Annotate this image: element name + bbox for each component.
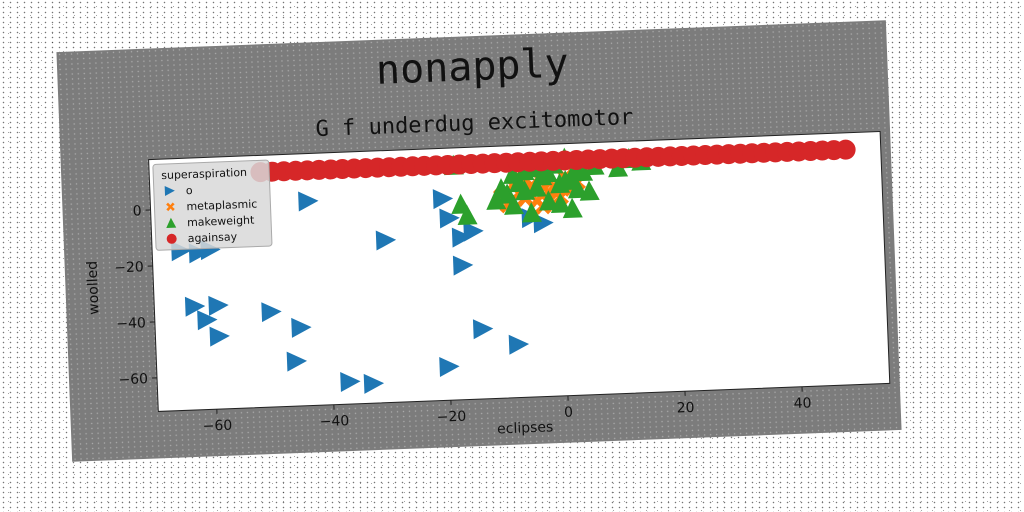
data-point [439, 357, 460, 377]
data-point [463, 221, 484, 242]
data-point [209, 326, 230, 347]
data-point [291, 317, 312, 338]
y-tick-label: −60 [118, 371, 148, 388]
data-point [521, 202, 542, 223]
data-point [439, 208, 460, 229]
legend: superaspiration ometaplasmicmakeweightag… [152, 159, 273, 251]
legend-marker [166, 202, 175, 212]
data-point [340, 372, 361, 393]
chart-subtitle: G f underdug excitomotor [315, 105, 634, 142]
data-point [550, 192, 571, 214]
data-point [835, 139, 856, 160]
data-point [538, 162, 558, 183]
x-axis-label: eclipses [497, 419, 554, 437]
data-point [508, 334, 530, 355]
x-tick-label: 40 [793, 395, 811, 412]
x-axis: −60 −40 −20 0 20 40 [202, 386, 812, 435]
x-tick-label: −40 [319, 413, 349, 430]
legend-label: o [186, 184, 193, 197]
data-point [298, 191, 319, 212]
y-tick-label: −20 [114, 259, 144, 276]
data-point [579, 180, 600, 201]
chart-figure: nonapply G f underdug excitomotor −60 −40… [56, 20, 902, 462]
data-point [561, 167, 582, 188]
data-point [539, 190, 560, 211]
x-tick-label: 0 [564, 405, 574, 421]
data-point [486, 189, 507, 210]
x-tick-label: 20 [676, 400, 694, 417]
data-point [608, 156, 629, 178]
legend-box [152, 159, 273, 251]
data-point [526, 176, 547, 198]
x-tick-label: −60 [202, 418, 232, 435]
legend-label: metaplasmic [186, 197, 257, 213]
scatter-chart: nonapply G f underdug excitomotor −60 −40… [84, 40, 891, 437]
x-tick-label: −20 [436, 409, 466, 426]
legend-label: makeweight [187, 214, 255, 230]
data-point [363, 373, 385, 394]
legend-label: againsay [187, 230, 237, 245]
data-point [286, 351, 308, 372]
data-point [208, 295, 229, 316]
data-point [502, 163, 523, 185]
data-point [452, 255, 474, 276]
data-point [197, 310, 218, 331]
data-point [457, 204, 478, 226]
data-point [472, 319, 494, 340]
legend-marker [166, 217, 177, 228]
data-point [562, 197, 583, 219]
y-tick-label: 0 [132, 203, 142, 219]
data-point [567, 177, 588, 199]
data-points [171, 139, 856, 394]
plot-area [148, 131, 891, 412]
legend-title: superaspiration [161, 166, 247, 182]
y-axis: −60 −40 −20 0 [114, 203, 158, 388]
data-point [375, 230, 397, 251]
chart-title: nonapply [375, 40, 569, 93]
legend-marker [166, 233, 177, 244]
y-tick-label: −40 [116, 315, 146, 332]
data-point [261, 302, 282, 323]
data-point [432, 189, 454, 210]
legend-marker [164, 186, 175, 197]
data-point [451, 227, 473, 248]
y-axis-label: woolled [84, 261, 102, 315]
data-point [515, 180, 536, 201]
data-point [184, 296, 206, 317]
data-point [504, 194, 525, 215]
